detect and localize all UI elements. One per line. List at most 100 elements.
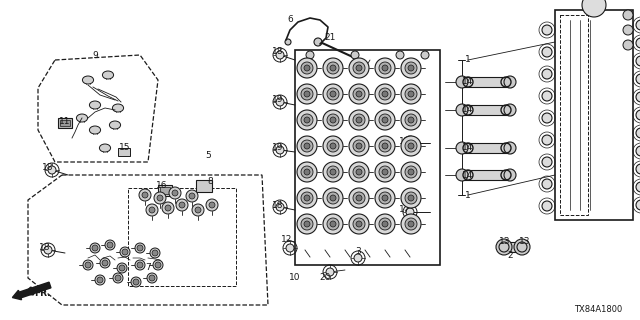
Text: 18: 18 <box>272 201 284 210</box>
Ellipse shape <box>90 126 100 134</box>
Circle shape <box>189 193 195 199</box>
Circle shape <box>356 169 362 175</box>
Circle shape <box>406 139 414 147</box>
Text: 21: 21 <box>324 34 336 43</box>
Circle shape <box>401 84 421 104</box>
Circle shape <box>401 162 421 182</box>
Circle shape <box>330 143 336 149</box>
Circle shape <box>297 58 317 78</box>
Circle shape <box>356 143 362 149</box>
Circle shape <box>147 273 157 283</box>
Circle shape <box>301 88 313 100</box>
Circle shape <box>179 202 185 208</box>
Circle shape <box>353 88 365 100</box>
Circle shape <box>379 88 391 100</box>
Circle shape <box>323 58 343 78</box>
Circle shape <box>408 221 414 227</box>
Circle shape <box>636 164 640 174</box>
Circle shape <box>405 166 417 178</box>
Circle shape <box>172 190 178 196</box>
Bar <box>462 170 512 180</box>
Bar <box>462 143 512 153</box>
Circle shape <box>276 51 284 59</box>
Text: 14: 14 <box>462 171 474 180</box>
Circle shape <box>405 218 417 230</box>
Circle shape <box>105 240 115 250</box>
Circle shape <box>330 169 336 175</box>
Circle shape <box>297 110 317 130</box>
Circle shape <box>353 114 365 126</box>
Circle shape <box>206 199 218 211</box>
Text: 8: 8 <box>207 178 213 187</box>
Circle shape <box>405 114 417 126</box>
Ellipse shape <box>83 76 93 84</box>
Bar <box>295 50 440 265</box>
Circle shape <box>154 192 166 204</box>
Circle shape <box>301 62 313 74</box>
Circle shape <box>304 221 310 227</box>
Circle shape <box>375 136 395 156</box>
Circle shape <box>542 201 552 211</box>
Circle shape <box>353 140 365 152</box>
Circle shape <box>301 192 313 204</box>
Text: 12: 12 <box>282 236 292 244</box>
Circle shape <box>408 169 414 175</box>
Circle shape <box>421 51 429 59</box>
Circle shape <box>330 117 336 123</box>
Circle shape <box>157 195 163 201</box>
Circle shape <box>636 74 640 84</box>
Circle shape <box>349 58 369 78</box>
Circle shape <box>326 268 334 276</box>
Circle shape <box>323 188 343 208</box>
Circle shape <box>97 277 103 283</box>
Bar <box>508 242 518 252</box>
Circle shape <box>636 20 640 30</box>
Circle shape <box>405 140 417 152</box>
Circle shape <box>375 214 395 234</box>
Circle shape <box>349 84 369 104</box>
Circle shape <box>90 243 100 253</box>
Text: 7: 7 <box>145 263 151 273</box>
Circle shape <box>379 218 391 230</box>
Circle shape <box>353 218 365 230</box>
Circle shape <box>330 65 336 71</box>
Circle shape <box>456 142 468 154</box>
Text: 16: 16 <box>156 180 168 189</box>
Text: 3: 3 <box>355 247 361 257</box>
Circle shape <box>195 207 201 213</box>
Circle shape <box>636 92 640 102</box>
Circle shape <box>375 84 395 104</box>
Bar <box>462 105 512 115</box>
Circle shape <box>323 136 343 156</box>
Circle shape <box>542 47 552 57</box>
Circle shape <box>276 98 284 106</box>
Circle shape <box>85 262 91 268</box>
Text: 4: 4 <box>362 63 368 73</box>
Circle shape <box>155 262 161 268</box>
Circle shape <box>100 258 110 268</box>
Circle shape <box>382 65 388 71</box>
Circle shape <box>304 143 310 149</box>
Circle shape <box>146 204 158 216</box>
Circle shape <box>405 88 417 100</box>
Bar <box>555 10 633 220</box>
Circle shape <box>149 275 155 281</box>
Circle shape <box>382 117 388 123</box>
Circle shape <box>356 91 362 97</box>
Circle shape <box>95 275 105 285</box>
Circle shape <box>304 65 310 71</box>
Circle shape <box>297 188 317 208</box>
Circle shape <box>636 182 640 192</box>
Text: 18: 18 <box>42 164 54 172</box>
Circle shape <box>297 162 317 182</box>
Text: 9: 9 <box>92 51 98 60</box>
Circle shape <box>636 56 640 66</box>
Circle shape <box>306 51 314 59</box>
Circle shape <box>323 162 343 182</box>
Circle shape <box>405 62 417 74</box>
Circle shape <box>375 58 395 78</box>
Circle shape <box>323 214 343 234</box>
Text: TX84A1800: TX84A1800 <box>574 306 622 315</box>
Circle shape <box>542 113 552 123</box>
Circle shape <box>356 221 362 227</box>
